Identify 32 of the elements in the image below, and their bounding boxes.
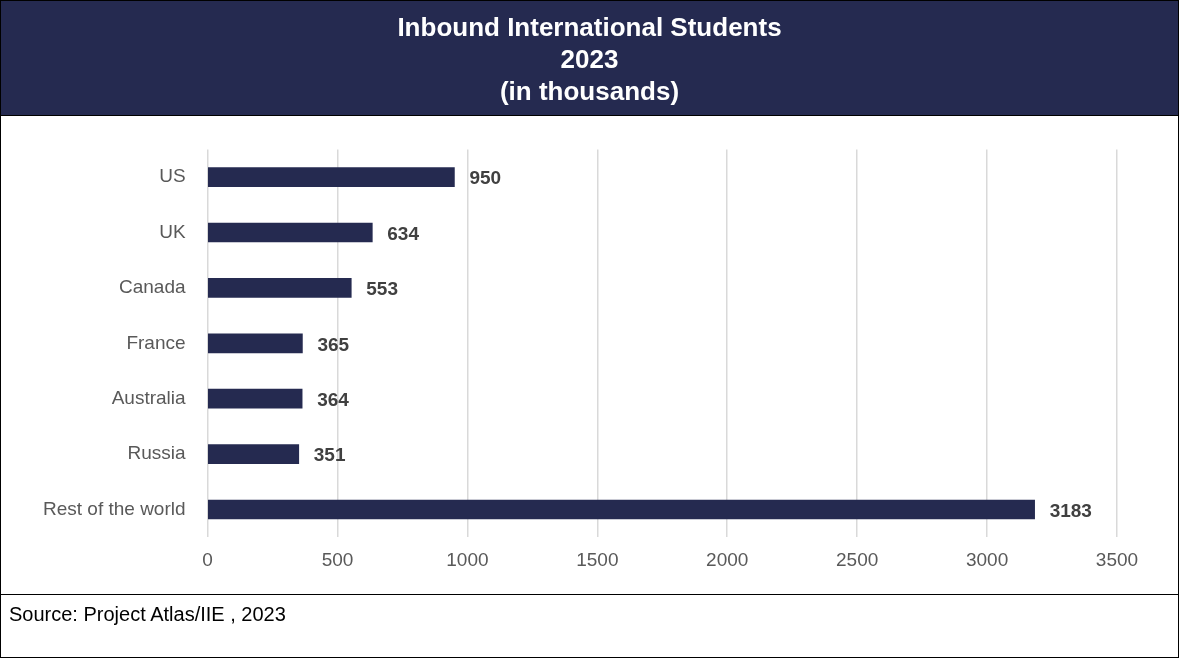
data-label: 3183 — [1049, 499, 1092, 521]
x-tick-label: 2500 — [836, 548, 879, 570]
y-tick-label: UK — [159, 220, 186, 242]
data-label: 950 — [469, 167, 502, 189]
y-tick-label: Rest of the world — [42, 497, 186, 519]
bar — [207, 388, 303, 409]
x-tick-label: 0 — [202, 548, 213, 570]
bar — [207, 499, 1035, 520]
y-tick-label: Australia — [111, 386, 186, 408]
x-tick-label: 3500 — [1095, 548, 1139, 570]
y-tick-label: Russia — [127, 442, 186, 464]
data-label: 364 — [317, 388, 350, 410]
y-tick-label: US — [159, 165, 186, 187]
data-label: 365 — [317, 333, 350, 355]
y-tick-label: France — [126, 331, 186, 353]
bar — [207, 167, 455, 187]
bar — [207, 333, 303, 354]
data-label: 351 — [313, 444, 346, 466]
x-tick-label: 1000 — [446, 548, 489, 570]
data-label: 553 — [366, 278, 398, 300]
bar — [207, 444, 300, 464]
x-tick-label: 3000 — [965, 548, 1009, 570]
bar — [207, 222, 373, 243]
x-tick-label: 2000 — [706, 548, 749, 570]
bar — [207, 278, 352, 298]
x-tick-label: 500 — [321, 548, 354, 570]
chart-title: Inbound International Students — [396, 11, 783, 43]
data-label: 634 — [387, 222, 420, 244]
y-tick-label: Canada — [119, 276, 186, 298]
x-tick-label: 1500 — [576, 548, 619, 570]
chart-subtitle: 2023 (in thousands) — [498, 43, 681, 107]
source-note: Source: Project Atlas/IIE , 2023 — [9, 603, 287, 626]
